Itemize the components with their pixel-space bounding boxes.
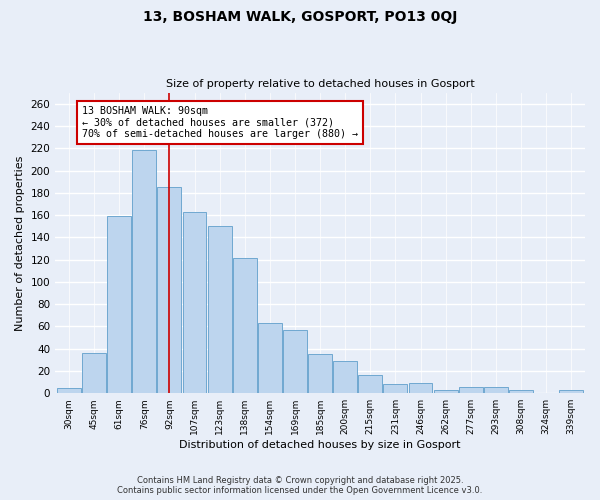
Text: 13 BOSHAM WALK: 90sqm
← 30% of detached houses are smaller (372)
70% of semi-det: 13 BOSHAM WALK: 90sqm ← 30% of detached … bbox=[82, 106, 358, 139]
Bar bbox=[182, 212, 206, 393]
Bar bbox=[107, 216, 131, 393]
Title: Size of property relative to detached houses in Gosport: Size of property relative to detached ho… bbox=[166, 79, 475, 89]
Bar bbox=[559, 390, 583, 393]
Bar bbox=[57, 388, 81, 393]
Bar bbox=[133, 150, 156, 393]
Bar bbox=[233, 258, 257, 393]
Bar bbox=[308, 354, 332, 393]
Bar bbox=[459, 386, 482, 393]
Y-axis label: Number of detached properties: Number of detached properties bbox=[15, 155, 25, 330]
Bar bbox=[409, 383, 433, 393]
Bar bbox=[82, 353, 106, 393]
Bar bbox=[283, 330, 307, 393]
Text: Contains HM Land Registry data © Crown copyright and database right 2025.
Contai: Contains HM Land Registry data © Crown c… bbox=[118, 476, 482, 495]
Bar bbox=[509, 390, 533, 393]
Bar bbox=[484, 386, 508, 393]
Bar bbox=[383, 384, 407, 393]
Text: 13, BOSHAM WALK, GOSPORT, PO13 0QJ: 13, BOSHAM WALK, GOSPORT, PO13 0QJ bbox=[143, 10, 457, 24]
Bar bbox=[358, 376, 382, 393]
Bar bbox=[157, 187, 181, 393]
Bar bbox=[258, 323, 282, 393]
Bar bbox=[208, 226, 232, 393]
X-axis label: Distribution of detached houses by size in Gosport: Distribution of detached houses by size … bbox=[179, 440, 461, 450]
Bar bbox=[434, 390, 458, 393]
Bar bbox=[333, 361, 357, 393]
